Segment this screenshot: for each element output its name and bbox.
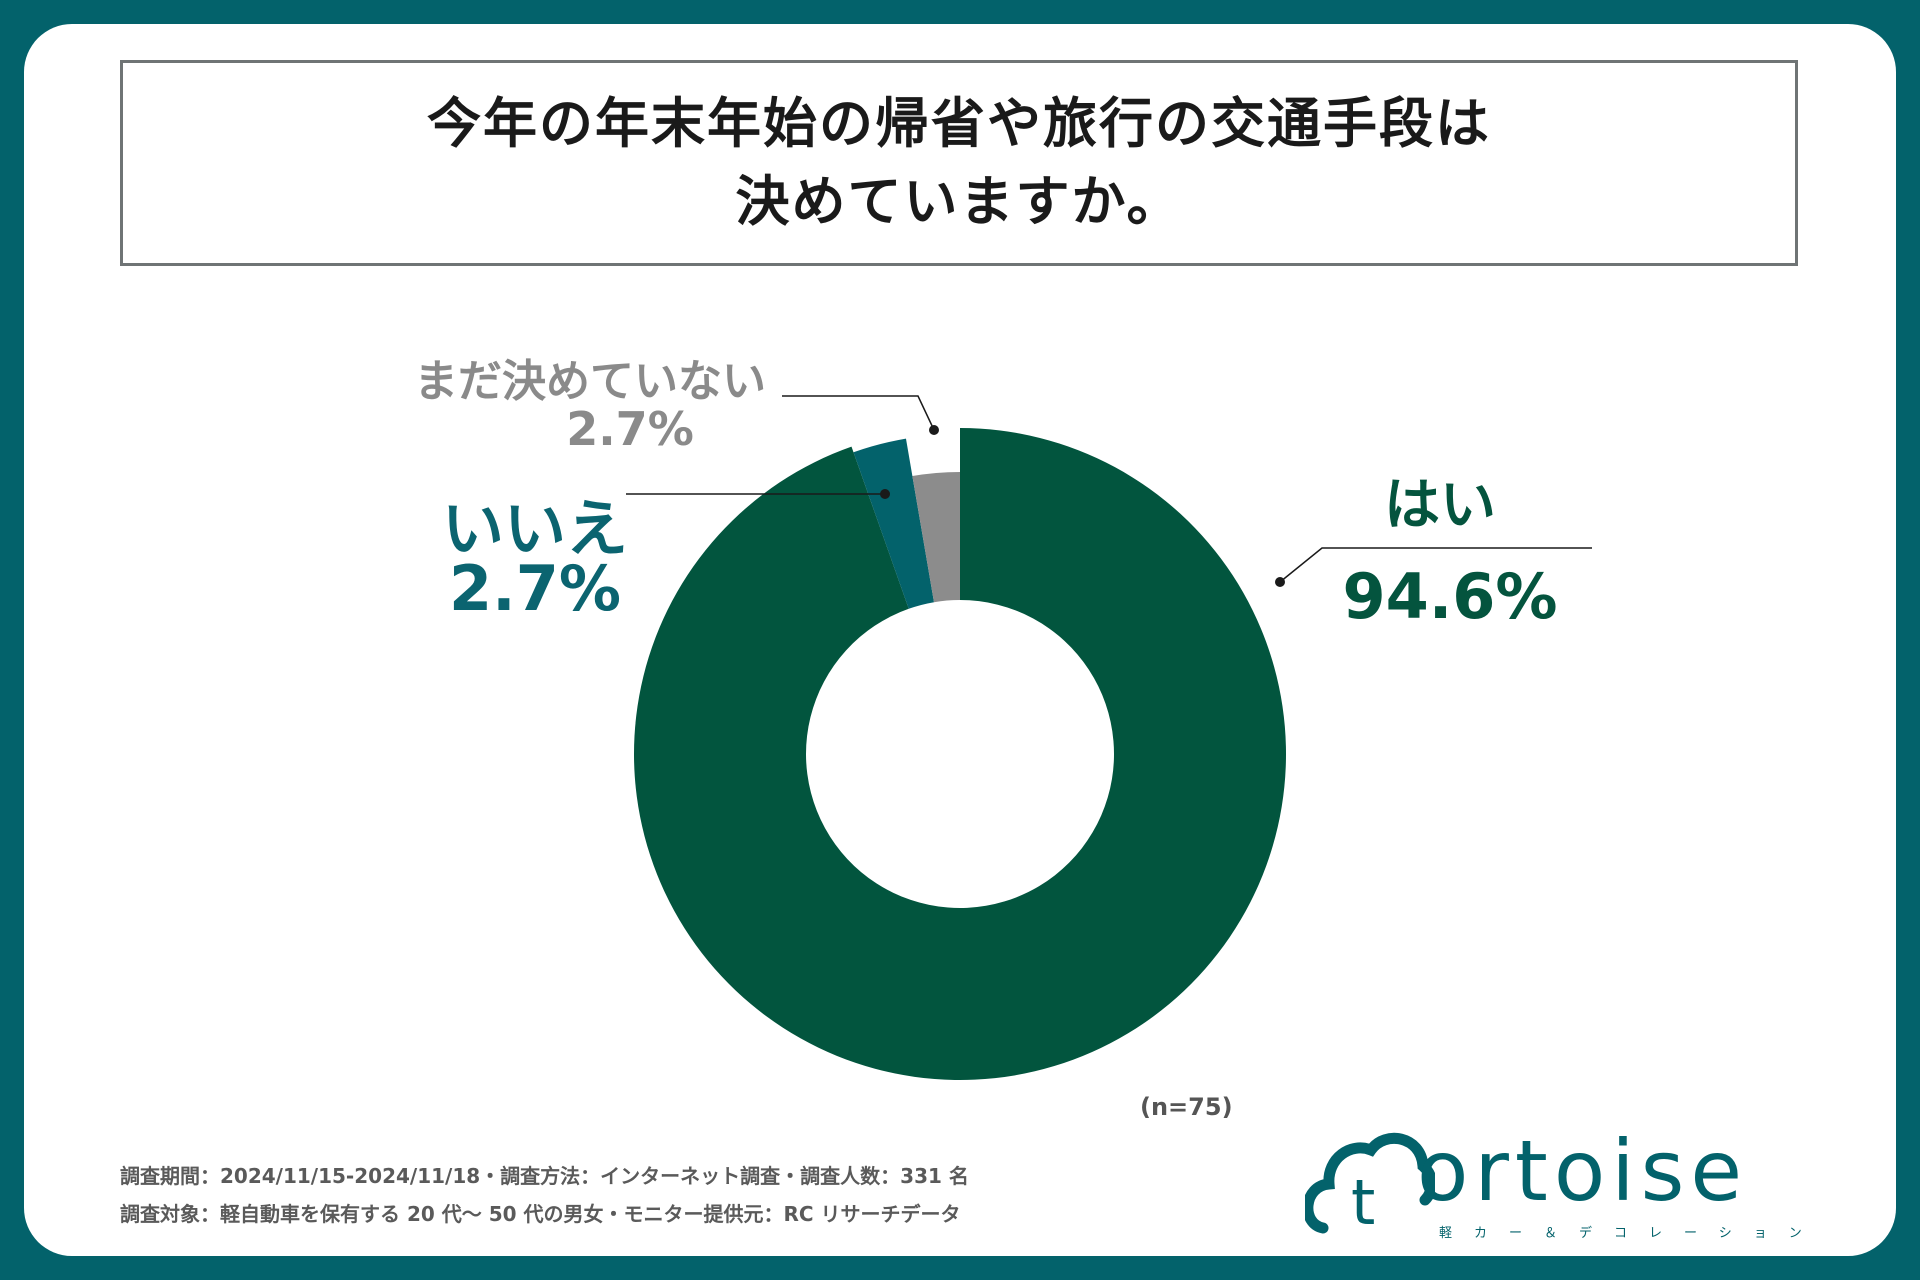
slice-yes xyxy=(633,428,1286,1080)
title-line-1: 今年の年末年始の帰省や旅行の交通手段は xyxy=(427,92,1491,155)
leader-line-undecided xyxy=(782,395,935,431)
value-yes: 94.6% xyxy=(1342,560,1558,633)
footnote-target: 調査対象：軽自動車を保有する 20 代～ 50 代の男女・モニター提供元：RC … xyxy=(120,1202,961,1226)
slice-undecided xyxy=(912,472,960,603)
leader-line-yes xyxy=(1279,547,1592,583)
title-box: 今年の年末年始の帰省や旅行の交通手段は 決めていますか。 xyxy=(120,60,1798,266)
logo-wordmark: ortoise xyxy=(1417,1122,1749,1220)
sample-size: (n=75) xyxy=(1140,1093,1233,1121)
label-undecided: まだ決めていない xyxy=(414,356,766,407)
cloud-icon: t xyxy=(1305,1132,1435,1239)
tortoise-logo: t ortoise 軽カー＆デコレーション xyxy=(1305,1122,1805,1243)
slice-no xyxy=(853,438,934,609)
logo-tagline: 軽カー＆デコレーション xyxy=(1439,1226,1824,1241)
label-no: いいえ xyxy=(441,492,628,565)
label-yes: はい xyxy=(1384,473,1496,538)
footnote-survey: 調査期間：2024/11/15-2024/11/18・調査方法：インターネット調… xyxy=(120,1164,969,1188)
logo-t-letter: t xyxy=(1351,1166,1375,1239)
value-undecided: 2.7% xyxy=(566,402,694,456)
value-no: 2.7% xyxy=(449,552,621,625)
title-line-2: 決めていますか。 xyxy=(735,170,1183,233)
